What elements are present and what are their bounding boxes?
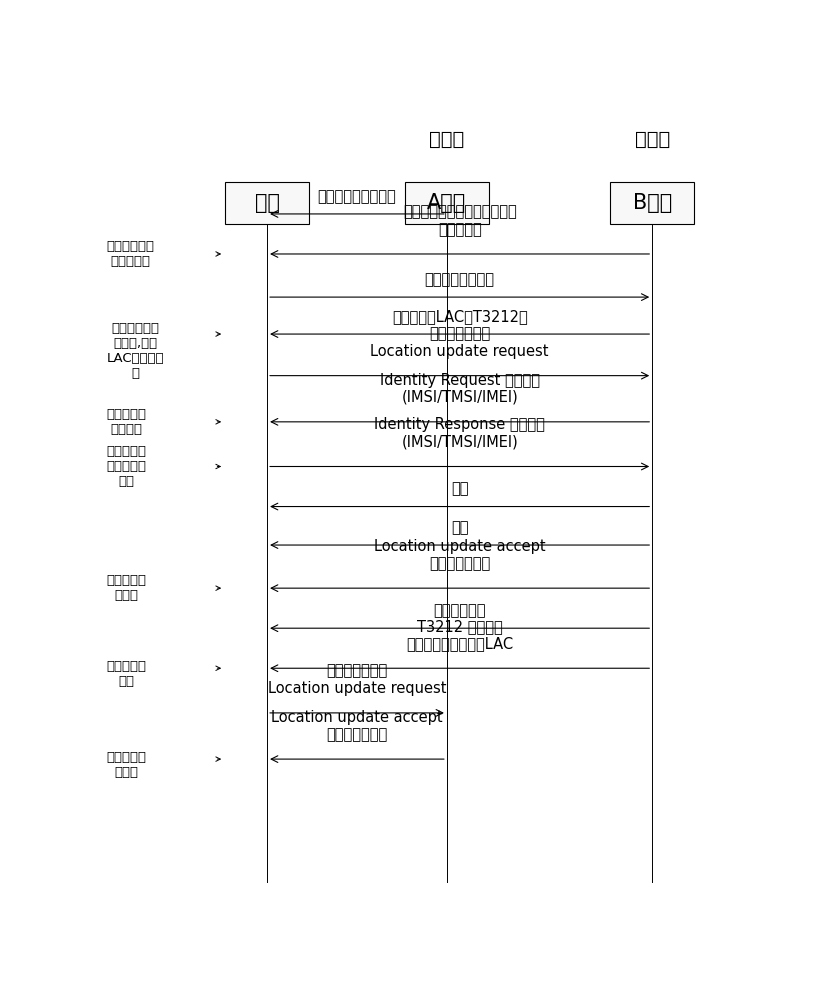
Text: B小区: B小区 bbox=[632, 193, 671, 213]
Text: 手机驻留在真基站上: 手机驻留在真基站上 bbox=[318, 189, 396, 204]
Text: 手机: 手机 bbox=[255, 193, 280, 213]
Text: 位置区更新请求
Location update request: 位置区更新请求 Location update request bbox=[267, 664, 446, 696]
Text: 假基站增大发射功率、吸引手
机重选过去: 假基站增大发射功率、吸引手 机重选过去 bbox=[402, 205, 516, 237]
Text: 用户接收假基
站消息,发现
LAC和原来不
致: 用户接收假基 站消息,发现 LAC和原来不 致 bbox=[107, 322, 164, 380]
Text: 认证: 认证 bbox=[451, 482, 468, 497]
Text: 假基站: 假基站 bbox=[633, 130, 669, 149]
Text: 用户发送身
份信息给假
基站: 用户发送身 份信息给假 基站 bbox=[107, 445, 146, 488]
Bar bbox=[404, 182, 488, 224]
Text: 真基站: 真基站 bbox=[428, 130, 464, 149]
Text: Location update accept
位置区更新接受: Location update accept 位置区更新接受 bbox=[270, 710, 442, 742]
Bar bbox=[225, 182, 308, 224]
Text: 下发垃圾短信: 下发垃圾短信 bbox=[433, 603, 485, 618]
Text: 假基站索取
用户信息: 假基站索取 用户信息 bbox=[107, 408, 146, 436]
Text: 用户重选入
真基站: 用户重选入 真基站 bbox=[107, 751, 146, 779]
Text: 位置区更新请求
Location update request: 位置区更新请求 Location update request bbox=[370, 326, 548, 359]
Text: 手机重选到假基站: 手机重选到假基站 bbox=[424, 272, 494, 287]
Text: 假基站增大功
率吸引用户: 假基站增大功 率吸引用户 bbox=[107, 240, 155, 268]
Text: 用户重选入
假基站: 用户重选入 假基站 bbox=[107, 574, 146, 602]
Text: Location update accept
位置区更新接受: Location update accept 位置区更新接受 bbox=[373, 539, 545, 571]
Bar bbox=[609, 182, 693, 224]
Text: T3212 时间到期
或假基站修改位置区LAC: T3212 时间到期 或假基站修改位置区LAC bbox=[405, 619, 513, 651]
Text: Identity Request 身份请求
(IMSI/TMSI/IMEI): Identity Request 身份请求 (IMSI/TMSI/IMEI) bbox=[380, 372, 539, 405]
Text: 加密: 加密 bbox=[451, 520, 468, 535]
Text: 系统消息（LAC、T3212）: 系统消息（LAC、T3212） bbox=[391, 309, 527, 324]
Text: 假基站踢开
用户: 假基站踢开 用户 bbox=[107, 660, 146, 688]
Text: Identity Response 身份响应
(IMSI/TMSI/IMEI): Identity Response 身份响应 (IMSI/TMSI/IMEI) bbox=[374, 417, 544, 450]
Text: A小区: A小区 bbox=[427, 193, 466, 213]
